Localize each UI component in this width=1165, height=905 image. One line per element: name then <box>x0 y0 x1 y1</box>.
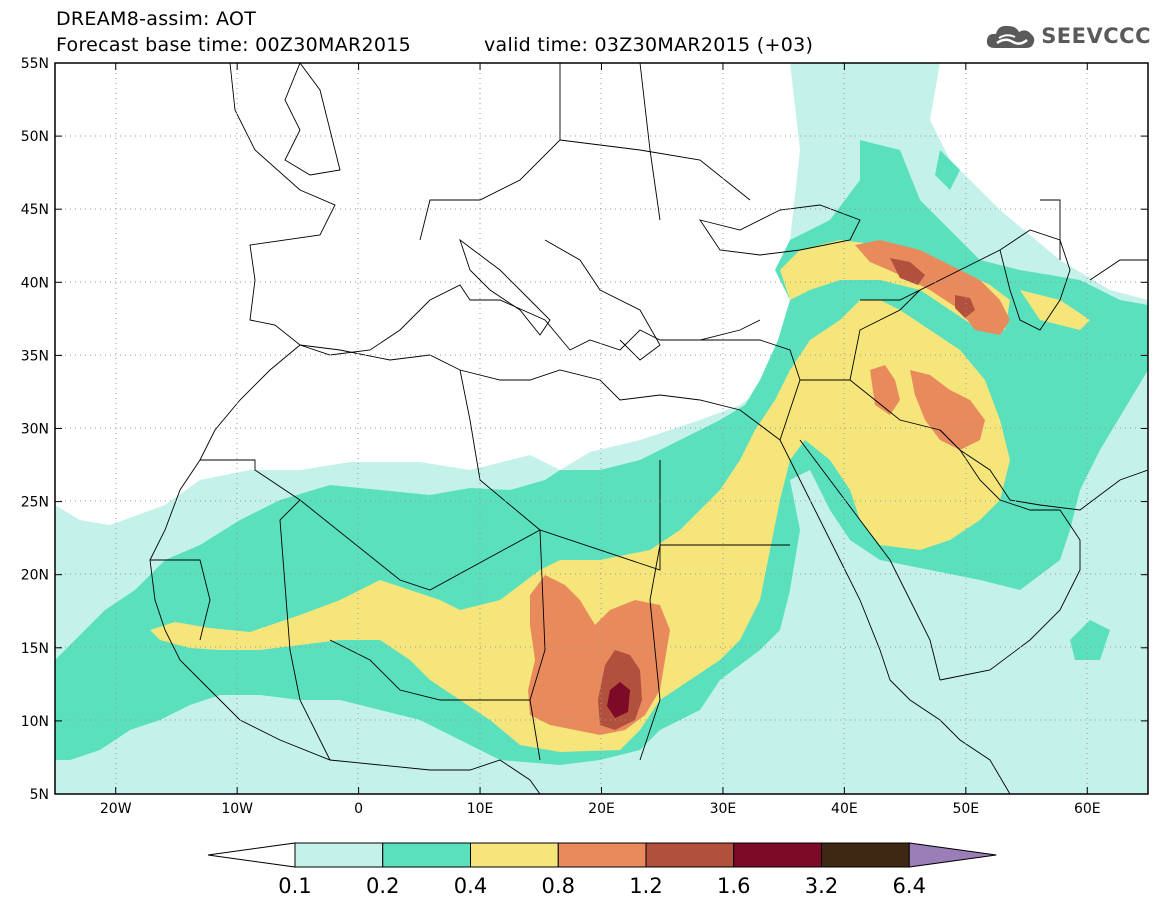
colorbar-swatch <box>470 842 559 868</box>
latitude-labels: 55N 50N 45N 40N 35N 30N 25N 20N 15N 10N 5N <box>21 56 49 803</box>
x-tick-label: 0 <box>354 801 363 817</box>
colorbar-level-label: 3.2 <box>805 874 838 898</box>
colorbar-level-label: 6.4 <box>893 874 926 898</box>
y-tick-label: 40N <box>21 275 49 291</box>
colorbar-swatch <box>382 842 471 868</box>
y-tick-label: 10N <box>21 714 49 730</box>
y-tick-label: 30N <box>21 422 49 438</box>
colorbar-level-label: 0.8 <box>542 874 575 898</box>
y-tick-label: 35N <box>21 348 49 364</box>
colorbar-swatch <box>733 842 822 868</box>
colorbar-swatch <box>294 842 384 868</box>
valid-time: valid time: 03Z30MAR2015 (+03) <box>484 34 814 56</box>
x-tick-label: 10E <box>467 801 494 817</box>
colorbar-level-label: 1.2 <box>629 874 662 898</box>
aot-level-0.4 <box>150 240 1090 752</box>
aot-level-1.6 <box>607 682 630 718</box>
y-tick-label: 20N <box>21 568 49 584</box>
coastlines-and-borders <box>149 63 1148 794</box>
logo-text: SEEVCCC <box>1041 24 1151 48</box>
y-tick-label: 5N <box>30 787 49 803</box>
colorbar-over-arrow <box>908 842 997 868</box>
y-tick-label: 25N <box>21 495 49 511</box>
y-tick-label: 50N <box>21 129 49 145</box>
x-tick-label: 60E <box>1074 801 1101 817</box>
graticule <box>55 63 1148 794</box>
x-tick-label: 10W <box>221 801 253 817</box>
x-tick-label: 50E <box>952 801 979 817</box>
x-tick-label: 20E <box>588 801 615 817</box>
aot-field <box>55 63 1148 794</box>
colorbar-level-label: 1.6 <box>717 874 750 898</box>
colorbar-level-label: 0.1 <box>278 874 311 898</box>
longitude-labels: 20W 10W 0 10E 20E 30E 40E 50E 60E <box>100 801 1101 817</box>
colorbar: 0.1 0.2 0.4 0.8 1.2 1.6 3.2 6.4 <box>207 842 997 898</box>
y-tick-label: 45N <box>21 202 49 218</box>
x-tick-label: 20W <box>100 801 132 817</box>
colorbar-swatch <box>557 842 647 868</box>
axis-ticks <box>55 62 1148 795</box>
forecast-times: Forecast base time: 00Z30MAR2015 valid ti… <box>56 34 813 56</box>
cloud-icon <box>987 25 1035 48</box>
seevccc-logo: SEEVCCC <box>985 22 1151 50</box>
colorbar-swatch <box>645 842 735 868</box>
colorbar-level-label: 0.4 <box>454 874 487 898</box>
base-time: Forecast base time: 00Z30MAR2015 <box>56 34 412 56</box>
y-tick-label: 15N <box>21 641 49 657</box>
colorbar-swatch <box>821 842 910 868</box>
map-title: DREAM8-assim: AOT <box>56 8 257 30</box>
y-tick-label: 55N <box>21 56 49 72</box>
x-tick-label: 30E <box>710 801 737 817</box>
colorbar-under-arrow <box>207 842 296 868</box>
colorbar-level-label: 0.2 <box>366 874 399 898</box>
x-tick-label: 40E <box>831 801 858 817</box>
